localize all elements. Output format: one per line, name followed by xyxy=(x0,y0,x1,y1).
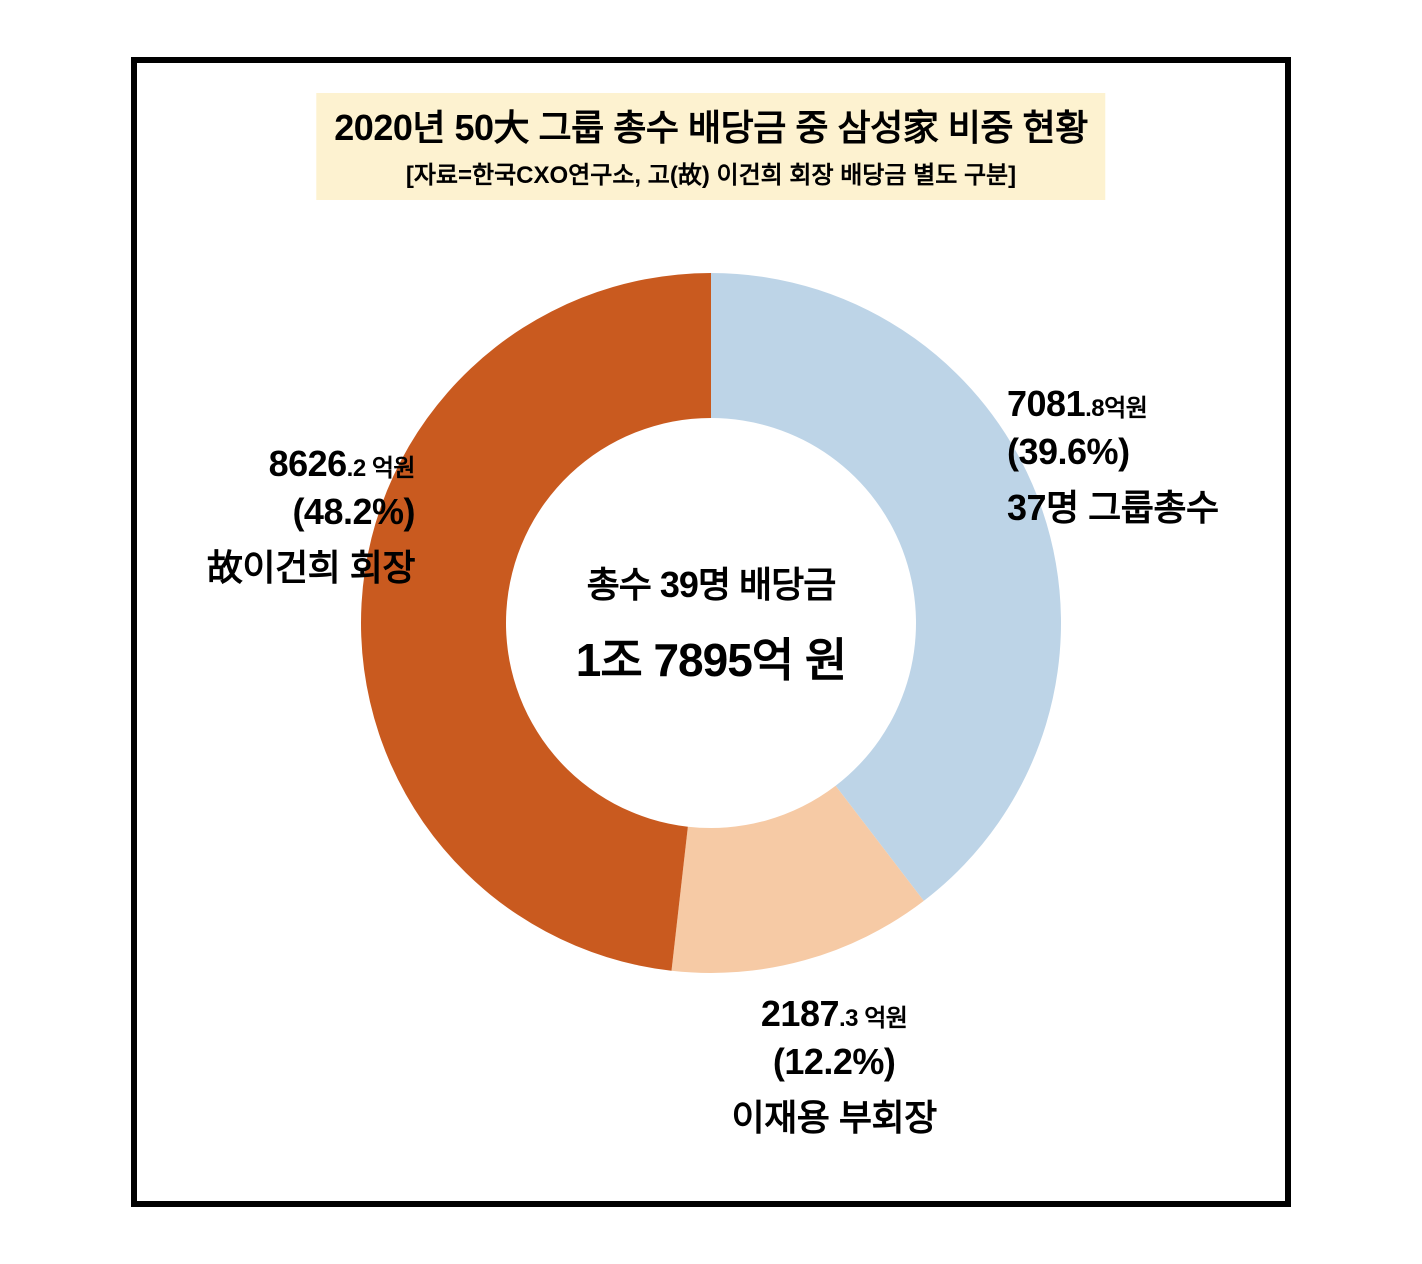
amount-unit: 억원 xyxy=(1104,395,1147,422)
chart-title: 2020년 50大 그룹 총수 배당금 중 삼성家 비중 현황 xyxy=(334,99,1087,151)
center-line2: 1조 7895억 원 xyxy=(501,624,921,690)
pct: (39.6%) xyxy=(1007,431,1219,473)
slice-label-group37: 7081.8억원 (39.6%) 37명 그룹총수 xyxy=(1007,383,1219,531)
center-line1: 총수 39명 배당금 xyxy=(501,556,921,608)
amount-unit: 억원 xyxy=(366,455,415,482)
slice-label-lee-kh: 8626.2 억원 (48.2%) 故이건희 회장 xyxy=(207,443,415,591)
name: 故이건희 회장 xyxy=(207,539,415,591)
name: 이재용 부회장 xyxy=(732,1089,937,1141)
center-text: 총수 39명 배당금 1조 7895억 원 xyxy=(501,556,921,690)
pct: (48.2%) xyxy=(207,491,415,533)
name: 37명 그룹총수 xyxy=(1007,479,1219,531)
amount: 8626.2 억원 xyxy=(207,443,415,485)
title-block: 2020년 50大 그룹 총수 배당금 중 삼성家 비중 현황 [자료=한국CX… xyxy=(316,93,1105,200)
amount-main: 8626 xyxy=(269,443,347,484)
pct: (12.2%) xyxy=(732,1041,937,1083)
slice-label-lee-jy: 2187.3 억원 (12.2%) 이재용 부회장 xyxy=(732,993,937,1141)
amount-dec: .3 xyxy=(839,1005,858,1032)
amount-main: 7081 xyxy=(1007,383,1085,424)
chart-subtitle: [자료=한국CXO연구소, 고(故) 이건희 회장 배당금 별도 구분] xyxy=(334,155,1087,190)
amount-dec: .8 xyxy=(1085,395,1104,422)
amount: 2187.3 억원 xyxy=(732,993,937,1035)
donut-chart: 총수 39명 배당금 1조 7895억 원 xyxy=(351,263,1071,983)
amount-dec: .2 xyxy=(347,455,366,482)
amount-unit: 억원 xyxy=(858,1005,907,1032)
chart-frame: 2020년 50大 그룹 총수 배당금 중 삼성家 비중 현황 [자료=한국CX… xyxy=(131,57,1291,1207)
amount: 7081.8억원 xyxy=(1007,383,1219,425)
amount-main: 2187 xyxy=(761,993,839,1034)
